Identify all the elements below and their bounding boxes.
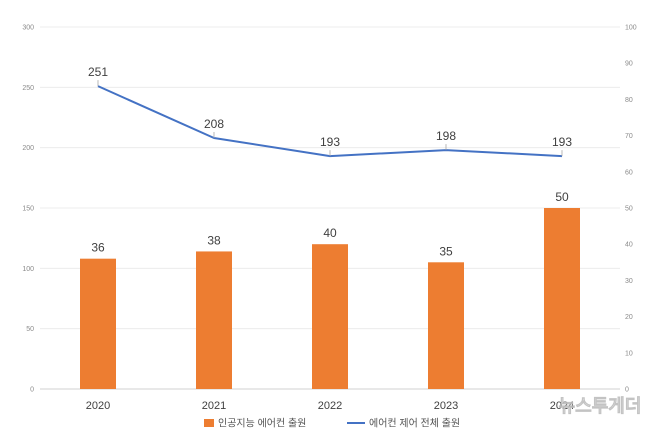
right-tick-label: 80 <box>625 97 633 104</box>
right-tick-label: 90 <box>625 61 633 68</box>
line-data-labels: 251 208 193 198 193 <box>88 65 572 157</box>
left-tick-label: 0 <box>30 387 34 394</box>
left-tick-label: 250 <box>22 85 34 92</box>
bar <box>196 251 232 389</box>
line-value-label: 198 <box>436 129 456 143</box>
line-value-label: 193 <box>320 135 340 149</box>
bar <box>312 244 348 389</box>
right-tick-label: 60 <box>625 169 633 176</box>
x-tick-label: 2020 <box>86 400 110 412</box>
right-tick-label: 20 <box>625 314 633 321</box>
right-tick-label: 100 <box>625 25 637 32</box>
bar-value-label: 50 <box>555 190 569 204</box>
bar-value-label: 36 <box>91 241 105 255</box>
watermark-text: 뉴스투게더 <box>559 396 642 416</box>
bar <box>428 262 464 389</box>
line-value-label: 193 <box>552 135 572 149</box>
legend-bar-label: 인공지능 에어컨 출원 <box>218 418 306 430</box>
right-axis-ticks: 0 10 20 30 40 50 60 70 80 90 100 <box>625 25 637 394</box>
right-tick-label: 70 <box>625 133 633 140</box>
left-tick-label: 50 <box>26 326 34 333</box>
legend-bar-swatch <box>204 419 214 427</box>
bar-value-label: 35 <box>439 244 453 258</box>
x-axis-ticks: 2020 2021 2022 2023 2024 <box>86 400 574 412</box>
right-tick-label: 50 <box>625 206 633 213</box>
left-axis-ticks: 0 50 100 150 200 250 300 <box>22 25 34 394</box>
bar-series <box>80 208 580 389</box>
x-tick-label: 2023 <box>434 400 458 412</box>
bar-value-label: 40 <box>323 226 337 240</box>
legend-line-label: 에어컨 제어 전체 출원 <box>369 418 460 430</box>
bar-value-label: 38 <box>207 233 221 247</box>
right-tick-label: 0 <box>625 387 629 394</box>
x-tick-label: 2024 <box>550 400 574 412</box>
line-value-label: 251 <box>88 65 108 79</box>
x-tick-label: 2021 <box>202 400 226 412</box>
right-tick-label: 30 <box>625 278 633 285</box>
bar-data-labels: 36 38 40 35 50 <box>91 190 569 258</box>
bar <box>80 258 116 389</box>
left-tick-label: 100 <box>22 266 34 273</box>
right-tick-label: 40 <box>625 242 633 249</box>
left-tick-label: 200 <box>22 145 34 152</box>
left-tick-label: 150 <box>22 206 34 213</box>
x-tick-label: 2022 <box>318 400 342 412</box>
left-tick-label: 300 <box>22 25 34 32</box>
legend: 인공지능 에어컨 출원 에어컨 제어 전체 출원 <box>204 418 460 430</box>
bar <box>544 208 580 389</box>
right-tick-label: 10 <box>625 350 633 357</box>
line-value-label: 208 <box>204 117 224 131</box>
